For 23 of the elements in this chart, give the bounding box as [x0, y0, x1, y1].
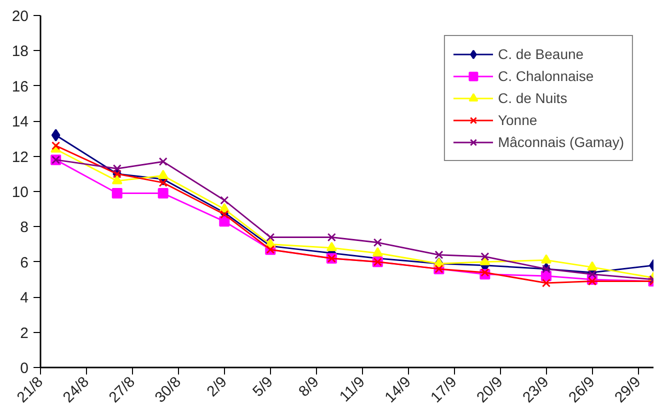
x-tick-label: 14/9 — [382, 373, 414, 406]
y-tick-label: 12 — [12, 148, 29, 166]
legend-label: C. Chalonnaise — [498, 68, 594, 84]
y-tick-label: 0 — [20, 360, 28, 377]
x-tick-label: 17/9 — [428, 373, 460, 406]
x-tick-label: 2/9 — [204, 373, 230, 400]
legend-label: Mâconnais (Gamay) — [498, 134, 624, 150]
legend-label: C. de Beaune — [498, 46, 584, 62]
y-tick-label: 10 — [12, 184, 29, 201]
y-tick-label: 6 — [20, 254, 28, 272]
y-tick-label: 8 — [20, 219, 28, 236]
legend-label: Yonne — [498, 112, 538, 128]
y-tick-label: 14 — [12, 114, 29, 131]
y-tick-label: 2 — [20, 324, 28, 342]
x-tick-label: 11/9 — [336, 373, 368, 406]
x-tick-label: 8/9 — [296, 373, 322, 400]
x-tick-label: 5/9 — [250, 373, 276, 400]
legend-label: C. de Nuits — [498, 90, 568, 106]
y-tick-label: 18 — [12, 43, 29, 60]
y-tick-label: 20 — [12, 8, 29, 25]
y-tick-label: 4 — [20, 290, 28, 307]
y-tick-label: 16 — [12, 78, 29, 96]
x-tick-label: 30/8 — [152, 373, 184, 406]
